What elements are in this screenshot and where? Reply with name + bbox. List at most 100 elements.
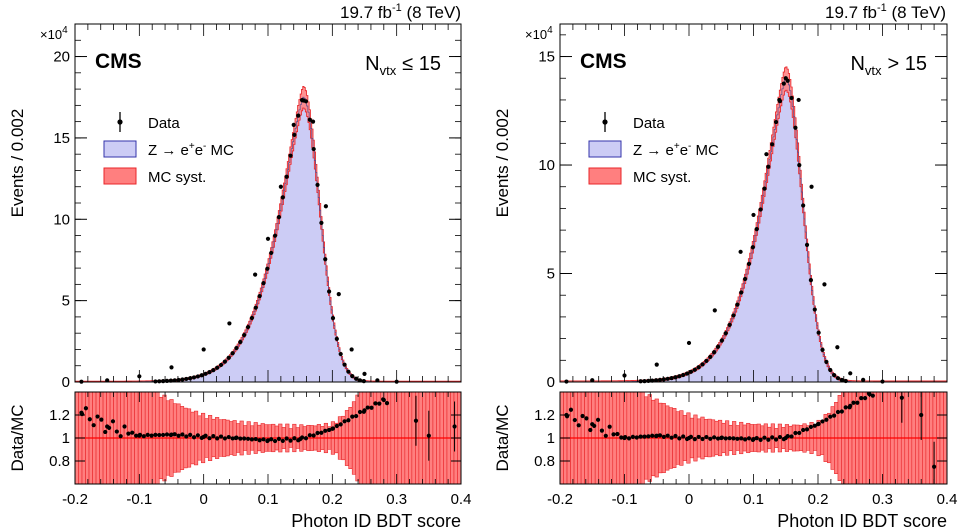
ratio-point xyxy=(642,434,647,439)
ratio-point xyxy=(105,424,110,429)
ratio-point xyxy=(141,434,146,439)
y-axis-title: Events / 0.002 xyxy=(8,109,27,218)
data-point xyxy=(835,376,841,381)
data-point xyxy=(692,367,697,372)
x-tick-label: 0.1 xyxy=(258,491,279,508)
ratio-point xyxy=(783,435,788,441)
legend-syst-label: MC syst. xyxy=(148,169,206,186)
ratio-point xyxy=(766,437,771,442)
ratio-point xyxy=(743,437,748,442)
data-point xyxy=(758,207,763,212)
ratio-point xyxy=(661,434,666,440)
legend-mc-mid: e xyxy=(680,142,688,159)
data-point xyxy=(291,122,296,127)
data-point xyxy=(712,308,717,313)
data-point xyxy=(218,362,224,368)
data-point xyxy=(704,358,709,364)
ratio-point xyxy=(118,434,123,439)
data-point xyxy=(696,365,701,370)
ratio-point xyxy=(815,422,821,427)
ratio-point xyxy=(91,423,96,428)
ratio-point xyxy=(99,417,104,422)
cms-label: CMS xyxy=(580,50,627,73)
ratio-point xyxy=(719,435,724,441)
data-point xyxy=(211,368,216,373)
data-point xyxy=(362,371,367,376)
ratio-point xyxy=(226,434,231,440)
data-point xyxy=(754,226,759,232)
data-point xyxy=(257,293,262,299)
data-point xyxy=(230,351,235,356)
y-multiplier: ×104 xyxy=(40,25,68,42)
data-point xyxy=(265,266,270,271)
ratio-point xyxy=(161,432,166,438)
data-point xyxy=(215,365,220,370)
category-label: Nvtx ≤ 15 xyxy=(365,53,441,78)
legend-mc-sup1: + xyxy=(189,141,195,152)
ratio-panel: 0.8 1 1.2 -0.2 -0.1 0 0.1 0.2 0.3 0.4 Data/MC Photo… xyxy=(8,391,472,531)
data-point xyxy=(201,347,206,352)
legend-mc-label: Z → e+e- MC xyxy=(148,141,234,159)
x-tick-label: 0 xyxy=(199,491,207,508)
x-axis-title: Photon ID BDT score xyxy=(777,511,947,531)
ratio-y-tick-label: 0.8 xyxy=(49,453,70,470)
data-point xyxy=(272,233,278,238)
ratio-point xyxy=(828,414,833,419)
legend-data-marker xyxy=(117,119,123,125)
ratio-point xyxy=(839,409,844,414)
ratio-point xyxy=(568,407,574,412)
x-tick-label: 0.4 xyxy=(451,491,472,508)
legend-syst-swatch xyxy=(103,167,137,185)
ratio-point xyxy=(630,434,635,439)
ratio-point xyxy=(626,436,632,441)
ratio-point xyxy=(696,434,701,440)
data-point xyxy=(334,336,339,341)
ratio-point xyxy=(638,434,643,439)
data-point xyxy=(311,146,316,152)
ratio-point xyxy=(298,437,303,442)
ratio-point xyxy=(657,433,663,438)
ratio-point xyxy=(590,422,595,427)
data-point xyxy=(105,378,110,383)
data-point xyxy=(801,203,806,208)
ratio-point xyxy=(149,433,154,438)
ratio-point xyxy=(773,437,779,442)
data-point xyxy=(323,257,328,262)
ratio-point xyxy=(315,430,320,436)
legend-mc-sup2: - xyxy=(688,141,691,152)
data-point xyxy=(766,164,771,169)
ratio-point xyxy=(777,434,783,440)
ratio-point xyxy=(704,434,709,440)
data-point xyxy=(234,345,239,351)
data-point xyxy=(677,374,682,379)
legend-data-label: Data xyxy=(633,115,665,132)
x-tick-label: -0.1 xyxy=(612,491,638,508)
data-point xyxy=(310,119,316,124)
ratio-point xyxy=(870,393,875,398)
ratio-point xyxy=(218,434,224,439)
ratio-point xyxy=(712,435,717,440)
x-tick-label: -0.2 xyxy=(62,491,88,508)
ratio-point xyxy=(362,408,367,413)
data-point xyxy=(735,302,740,307)
ratio-point xyxy=(230,436,235,441)
data-point xyxy=(773,119,779,125)
ratio-point xyxy=(261,437,266,442)
data-point xyxy=(261,281,266,286)
data-point xyxy=(315,182,320,188)
data-point xyxy=(245,324,251,330)
data-point xyxy=(336,292,341,297)
ratio-y-tick-label: 1.2 xyxy=(49,407,70,424)
ratio-point xyxy=(384,401,390,406)
ratio-point xyxy=(79,410,84,415)
ratio-point xyxy=(797,430,802,436)
ratio-point xyxy=(249,437,255,442)
ratio-point xyxy=(576,423,581,428)
ratio-point xyxy=(832,413,837,418)
ratio-point xyxy=(157,432,162,438)
data-point xyxy=(161,379,166,384)
data-point xyxy=(280,195,285,200)
y-tick-label: 15 xyxy=(53,130,70,147)
